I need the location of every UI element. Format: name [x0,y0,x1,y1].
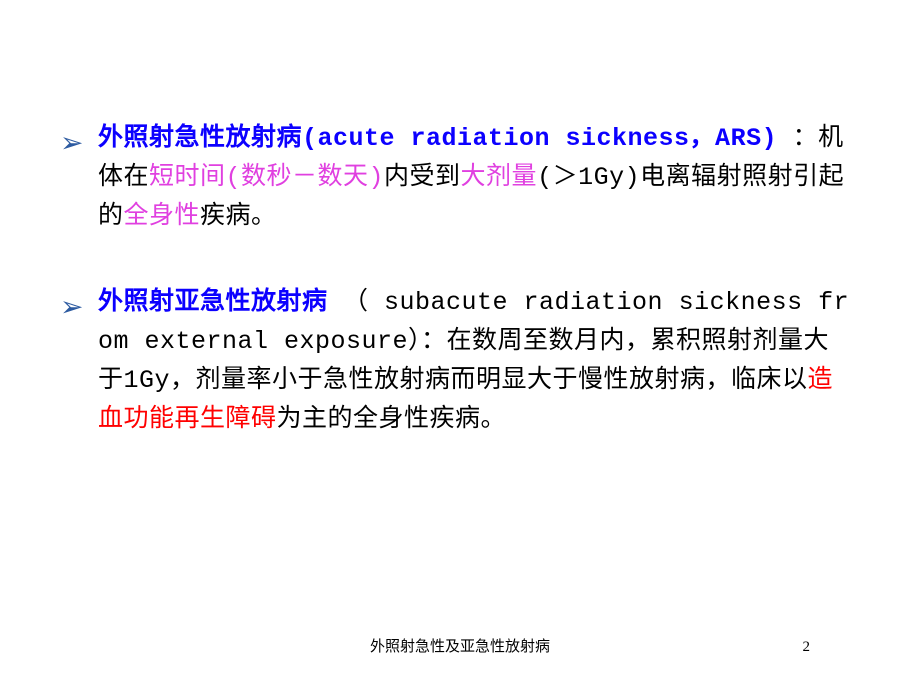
slide-footer: 外照射急性及亚急性放射病 [0,635,920,656]
slide-body: ➢ 外照射急性放射病(acute radiation sickness，ARS)… [0,0,920,690]
page-number: 2 [803,639,811,656]
bullet-marker-icon: ➢ [60,286,83,329]
bullet-marker-icon: ➢ [60,122,83,165]
seg: 大剂量 [461,163,538,192]
seg: 短时间(数秒－数天) [149,163,384,192]
seg: 为主的全身性疾病。 [277,405,507,434]
seg: 内受到 [384,163,461,192]
seg: 疾病。 [200,202,277,231]
seg: 外照射亚急性放射病 [98,288,343,317]
bullet-item-2: ➢ 外照射亚急性放射病 （ subacute radiation sicknes… [60,284,850,439]
seg: 全身性 [124,202,201,231]
seg: 外照射急性放射病(acute radiation sickness，ARS) [98,124,793,153]
bullet-2-text: 外照射亚急性放射病 （ subacute radiation sickness … [98,284,850,439]
bullet-1-text: 外照射急性放射病(acute radiation sickness，ARS) ：… [98,120,850,236]
bullet-item-1: ➢ 外照射急性放射病(acute radiation sickness，ARS)… [60,120,850,236]
